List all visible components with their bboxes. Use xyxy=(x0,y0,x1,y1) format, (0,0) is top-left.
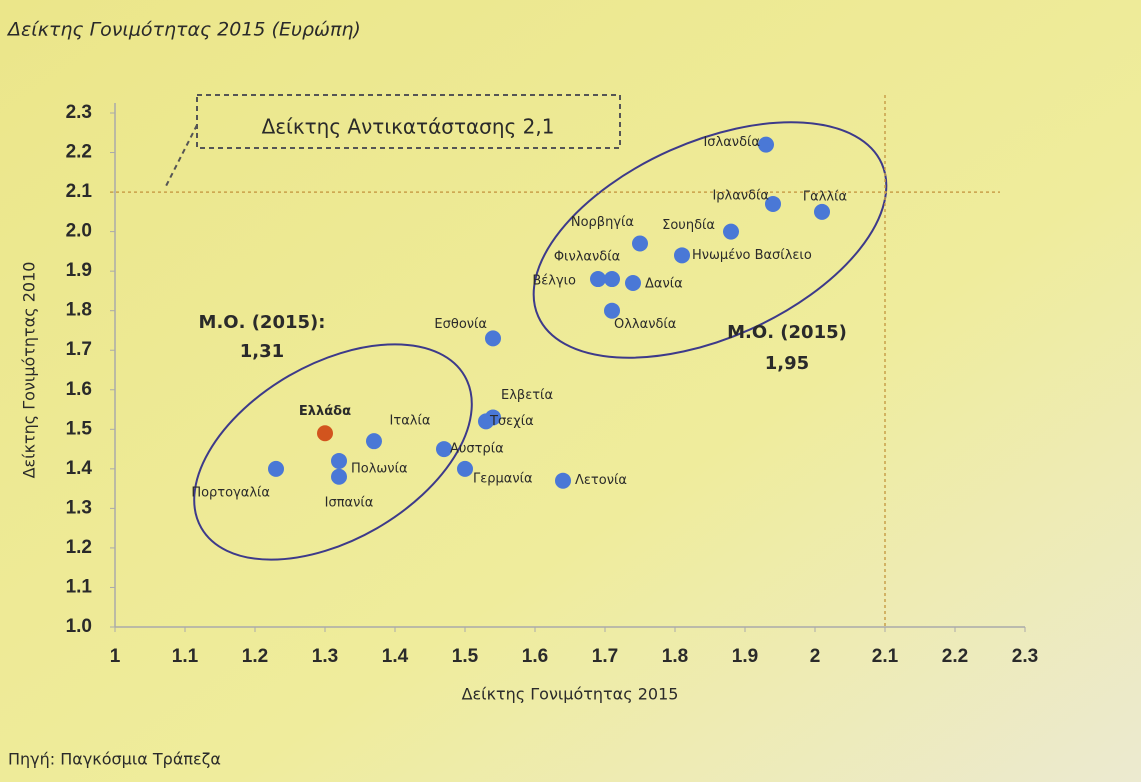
y-tick-label: 1.6 xyxy=(66,379,92,400)
y-tick-label: 1.0 xyxy=(66,616,92,637)
point-label: Πολωνία xyxy=(351,461,408,476)
x-axis-label: Δείκτης Γονιμότητας 2015 xyxy=(462,685,679,704)
point xyxy=(758,136,774,153)
annotation-text: Δείκτης Αντικατάστασης 2,1 xyxy=(262,115,555,139)
y-tick-label: 1.2 xyxy=(66,537,92,558)
point xyxy=(457,460,473,477)
x-tick-label: 1.3 xyxy=(312,646,338,667)
mean-value: 1,31 xyxy=(240,341,284,362)
y-tick-label: 2.2 xyxy=(66,142,92,163)
point-label: Αυστρία xyxy=(450,442,504,457)
point-label: Ισλανδία xyxy=(703,135,760,150)
cluster-ellipse xyxy=(532,121,888,359)
point xyxy=(555,472,571,489)
point xyxy=(674,247,690,264)
point-label: Λετονία xyxy=(575,473,627,488)
point xyxy=(268,460,284,477)
y-axis-label: Δείκτης Γονιμότητας 2010 xyxy=(20,262,39,479)
point-label: Βέλγιο xyxy=(532,274,576,289)
point-label: Γαλλία xyxy=(803,189,847,204)
y-tick-label: 1.4 xyxy=(66,458,93,479)
point-label: Ιρλανδία xyxy=(712,188,769,203)
x-tick-label: 1.2 xyxy=(242,646,268,667)
x-tick-label: 1.5 xyxy=(452,646,479,667)
point xyxy=(436,441,452,458)
y-tick-label: 1.7 xyxy=(66,339,92,360)
point-label: Δανία xyxy=(645,277,683,292)
y-tick-label: 1.3 xyxy=(66,497,92,518)
point-label: Ελβετία xyxy=(501,388,553,403)
point-label: Ισπανία xyxy=(325,495,374,510)
point-label: Εσθονία xyxy=(434,317,487,332)
x-tick-label: 2.2 xyxy=(942,646,968,667)
source: Πηγή: Παγκόσμια Τράπεζα xyxy=(8,750,221,769)
point xyxy=(632,235,648,252)
y-tick-label: 1.1 xyxy=(66,576,93,597)
y-tick-label: 1.5 xyxy=(66,418,93,439)
point-label: Σουηδία xyxy=(662,218,715,233)
point xyxy=(331,452,347,469)
y-tick-label: 2.3 xyxy=(66,102,92,123)
point-label: Γερμανία xyxy=(473,471,533,486)
x-tick-label: 1 xyxy=(110,646,121,667)
point-label: Ηνωμένο Βασίλειο xyxy=(692,248,812,263)
point xyxy=(478,413,494,430)
mean-label: Μ.Ο. (2015) xyxy=(727,322,847,343)
x-tick-label: 1.1 xyxy=(172,646,199,667)
y-tick-label: 2.1 xyxy=(66,181,93,202)
annotation-leader xyxy=(164,124,198,189)
x-tick-label: 1.7 xyxy=(592,646,618,667)
x-tick-label: 2.3 xyxy=(1012,646,1038,667)
x-tick-label: 2 xyxy=(810,646,821,667)
x-tick-label: 1.6 xyxy=(522,646,548,667)
point xyxy=(331,468,347,485)
x-tick-label: 1.4 xyxy=(382,646,409,667)
point xyxy=(765,195,781,212)
point-label: Ολλανδία xyxy=(614,317,676,332)
chart-title: Δείκτης Γονιμότητας 2015 (Ευρώπη) xyxy=(6,19,361,41)
y-tick-label: 1.8 xyxy=(66,300,92,321)
point-label: Ελλάδα xyxy=(299,404,351,419)
point-label: Ιταλία xyxy=(390,414,431,429)
point-label: Τσεχία xyxy=(489,414,534,429)
point xyxy=(604,302,620,319)
point xyxy=(625,275,641,292)
point-label: Νορβηγία xyxy=(571,215,634,230)
x-tick-label: 1.8 xyxy=(662,646,688,667)
y-tick-label: 2.0 xyxy=(66,221,92,242)
mean-label: Μ.Ο. (2015): xyxy=(199,312,326,333)
point xyxy=(317,425,333,442)
x-tick-label: 2.1 xyxy=(872,646,899,667)
point xyxy=(590,271,606,288)
point-label: Φινλανδία xyxy=(554,250,620,265)
annotation-box xyxy=(196,94,621,149)
mean-value: 1,95 xyxy=(765,353,809,374)
y-tick-label: 1.9 xyxy=(66,260,92,281)
x-tick-label: 1.9 xyxy=(732,646,758,667)
point xyxy=(723,223,739,240)
point-label: Πορτογαλία xyxy=(191,485,270,500)
point xyxy=(366,433,382,450)
point xyxy=(604,271,620,288)
point xyxy=(814,203,830,220)
cluster-ellipse xyxy=(193,343,473,561)
point xyxy=(485,330,501,347)
